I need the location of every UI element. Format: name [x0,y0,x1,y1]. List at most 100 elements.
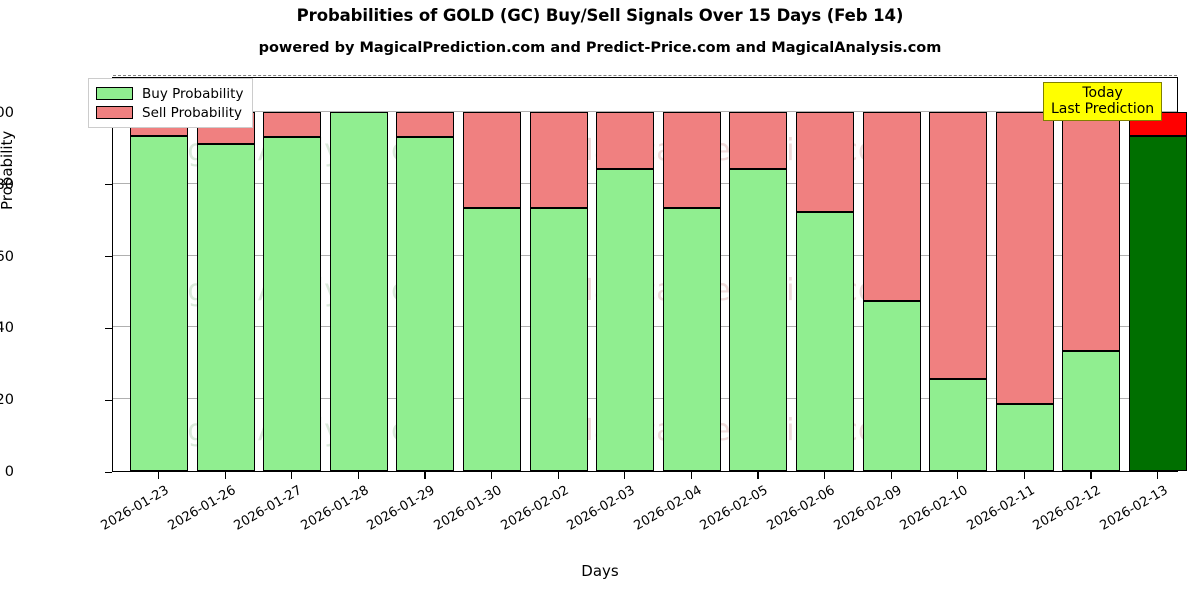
x-tick-2026-01-26 [224,472,226,479]
x-tick-2026-01-30 [491,472,493,479]
x-tick-label-2026-02-04: 2026-02-04 [631,483,705,534]
legend-swatch-sell-icon [96,106,133,119]
bar-2026-01-29[interactable] [396,76,455,471]
bar-segment-sell[interactable] [995,111,1054,405]
x-tick-label-2026-01-29: 2026-01-29 [364,483,438,534]
bar-2026-01-27[interactable] [263,76,322,471]
x-tick-2026-02-04 [690,472,692,479]
bar-2026-02-10[interactable] [929,76,988,471]
y-tick-0 [105,471,112,473]
bar-2026-02-06[interactable] [796,76,854,471]
legend-item-buy: Buy Probability [96,84,243,103]
bar-segment-buy[interactable] [1062,351,1121,471]
x-tick-label-2026-02-02: 2026-02-02 [498,483,572,534]
bar-segment-buy[interactable] [529,207,588,471]
y-tick-label-40: 40 [0,320,14,337]
y-tick-40 [105,327,112,330]
legend-item-sell: Sell Probability [96,103,243,122]
y-tick-20 [105,399,112,401]
bar-segment-buy[interactable] [995,404,1054,471]
bar-2026-02-09[interactable] [862,76,921,471]
bar-2026-02-04[interactable] [662,76,721,471]
bar-segment-sell[interactable] [463,111,521,208]
plot-area: MagicalAnalysis.comMagicalPrediction.com… [112,75,1187,472]
bar-segment-buy[interactable] [929,379,988,471]
x-tick-2026-01-27 [291,472,293,479]
today-annotation-line2: Last Prediction [1051,101,1155,118]
today-annotation: Today Last Prediction [1043,82,1163,122]
bar-segment-buy[interactable] [662,207,721,471]
bar-2026-01-23[interactable] [130,76,188,471]
x-tick-label-2026-02-06: 2026-02-06 [764,483,838,534]
bar-segment-sell[interactable] [729,111,788,169]
x-tick-2026-01-29 [424,472,426,479]
bar-segment-buy[interactable] [596,168,655,471]
x-tick-label-2026-01-28: 2026-01-28 [298,483,372,534]
x-tick-2026-02-12 [1090,472,1092,479]
x-tick-label-2026-02-11: 2026-02-11 [964,483,1038,534]
bar-segment-buy[interactable] [796,212,854,471]
bar-segment-buy[interactable] [196,144,255,471]
bar-segment-buy[interactable] [1129,135,1187,471]
today-annotation-line1: Today [1082,85,1123,101]
bar-2026-02-03[interactable] [596,76,655,471]
x-tick-label-2026-01-30: 2026-01-30 [431,483,505,534]
bar-2026-02-05[interactable] [729,76,788,471]
x-tick-2026-01-28 [357,472,359,479]
y-tick-label-20: 20 [0,392,14,409]
bar-2026-01-28[interactable] [329,76,388,471]
bar-segment-buy[interactable] [130,135,188,471]
legend-label-sell: Sell Probability [142,104,243,121]
x-tick-label-2026-01-26: 2026-01-26 [165,483,239,534]
y-tick-60 [105,256,112,258]
x-tick-2026-02-10 [957,472,959,479]
bar-2026-02-02[interactable] [529,76,588,471]
y-tick-label-80: 80 [0,176,14,193]
bar-2026-02-11[interactable] [995,76,1054,471]
bar-segment-sell[interactable] [396,111,455,138]
bar-segment-sell[interactable] [662,111,721,208]
legend-label-buy: Buy Probability [142,85,244,102]
y-axis-label: Probability [0,130,16,210]
bar-2026-01-30[interactable] [463,76,521,471]
x-tick-label-2026-02-09: 2026-02-09 [831,483,905,534]
chart-legend: Buy Probability Sell Probability [88,78,254,128]
x-tick-2026-02-06 [824,472,826,479]
legend-swatch-buy-icon [96,87,133,100]
bar-segment-sell[interactable] [929,111,988,380]
bar-2026-01-26[interactable] [196,76,255,471]
bar-segment-sell[interactable] [263,111,322,138]
x-tick-2026-02-03 [624,472,626,479]
x-tick-2026-02-13 [1157,472,1159,479]
bar-segment-sell[interactable] [796,111,854,213]
reference-line [113,75,1177,76]
x-tick-label-2026-02-05: 2026-02-05 [697,483,771,534]
bar-segment-sell[interactable] [862,111,921,301]
x-tick-2026-02-05 [757,472,759,479]
bar-segment-buy[interactable] [263,137,322,471]
bar-segment-buy[interactable] [463,207,521,471]
bar-segment-sell[interactable] [529,111,588,208]
x-tick-2026-02-09 [890,472,892,479]
chart-subtitle: powered by MagicalPrediction.com and Pre… [258,40,942,56]
bar-segment-buy[interactable] [729,168,788,471]
y-tick-label-100: 100 [0,104,14,121]
bar-segment-buy[interactable] [396,137,455,471]
x-axis-label: Days [581,562,619,580]
bar-segment-sell[interactable] [1062,111,1121,352]
x-tick-label-2026-02-03: 2026-02-03 [564,483,638,534]
x-tick-2026-02-11 [1023,472,1025,479]
bar-segment-sell[interactable] [596,111,655,169]
x-tick-label-2026-01-27: 2026-01-27 [231,483,305,534]
bar-2026-02-12[interactable] [1062,76,1121,471]
x-tick-label-2026-01-23: 2026-01-23 [98,483,172,534]
gridline-y-100 [113,110,1177,112]
y-tick-label-0: 0 [4,464,14,480]
x-tick-2026-01-23 [158,472,160,479]
x-tick-label-2026-02-10: 2026-02-10 [897,483,971,534]
bar-segment-buy[interactable] [862,300,921,471]
bar-2026-02-13[interactable] [1129,76,1187,471]
y-tick-80 [105,184,112,186]
bar-segment-buy[interactable] [329,111,388,471]
